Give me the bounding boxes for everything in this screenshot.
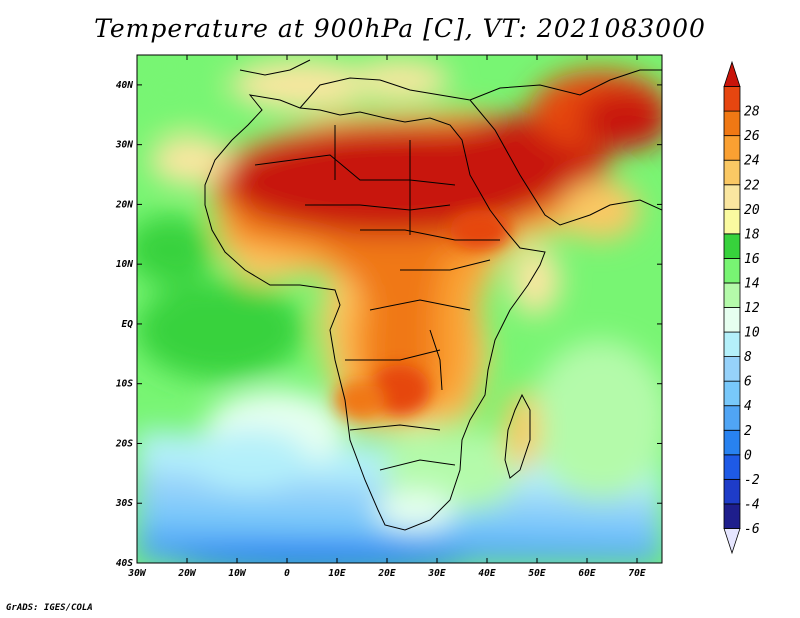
colorbar-swatch	[723, 110, 741, 137]
x-tick-label: 70E	[628, 568, 645, 579]
colorbar-swatch	[723, 184, 741, 210]
colorbar-label: 24	[744, 154, 760, 169]
colorbar-swatch	[723, 331, 741, 357]
y-tick-label: 30S	[115, 498, 133, 509]
colorbar-swatch	[723, 478, 741, 505]
temperature-field	[137, 55, 662, 563]
colorbar-label: 28	[744, 105, 760, 120]
colorbar-swatch	[723, 233, 741, 259]
colorbar-swatch	[723, 454, 741, 480]
y-tick-label: 20S	[115, 438, 133, 449]
colorbar-swatch	[723, 208, 741, 235]
colorbar-top-arrow	[723, 60, 741, 87]
colorbar-swatch	[723, 257, 741, 284]
x-tick-label: 30W	[127, 568, 146, 579]
x-tick-label: 20W	[177, 568, 196, 579]
y-tick-label: 30N	[115, 140, 133, 151]
colorbar-label: 14	[744, 276, 760, 291]
grads-credit: GrADS: IGES/COLA	[6, 603, 93, 613]
x-tick-label: 10E	[328, 568, 345, 579]
y-tick-label: EQ	[122, 319, 134, 330]
coastlines	[204, 59, 662, 531]
y-tick-label: 20N	[115, 199, 133, 210]
x-tick-label: 20E	[377, 568, 395, 579]
colorbar-label: 16	[744, 252, 760, 267]
colorbar-label: 20	[744, 203, 760, 218]
colorbar-bottom-arrow	[723, 528, 741, 555]
colorbar-label: 8	[744, 350, 752, 365]
colorbar-swatch	[723, 307, 741, 333]
colorbar-swatch	[723, 282, 741, 308]
x-tick-label: 30E	[427, 568, 445, 579]
colorbar-swatch	[723, 503, 741, 529]
colorbar-swatch	[723, 159, 741, 186]
colorbar-swatch	[723, 405, 741, 431]
colorbar-label: -2	[744, 473, 760, 488]
colorbar-swatch	[723, 135, 741, 161]
map-frame	[136, 54, 663, 564]
colorbar-label: -4	[744, 497, 760, 512]
y-tick-label: 10N	[116, 259, 133, 270]
x-tick-label: 40E	[478, 568, 495, 579]
colorbar-swatch	[723, 356, 741, 382]
x-tick-label: 50E	[528, 568, 545, 579]
x-tick-label: 0	[284, 568, 290, 579]
colorbar-swatch	[723, 380, 741, 407]
colorbar-label: -6	[744, 522, 760, 537]
colorbar-label: 10	[744, 326, 760, 341]
colorbar-label: 26	[744, 129, 760, 144]
y-tick-label: 40S	[116, 558, 133, 569]
x-tick-label: 60E	[578, 568, 595, 579]
x-tick-label: 10W	[228, 568, 246, 579]
colorbar-swatch	[723, 429, 741, 456]
colorbar-swatch	[723, 86, 741, 112]
colorbar-label: 2	[744, 424, 752, 439]
colorbar-label: 18	[744, 227, 760, 242]
colorbar-label: 0	[744, 448, 752, 463]
colorbar-label: 6	[744, 375, 752, 390]
y-tick-label: 10S	[116, 379, 133, 390]
colorbar-label: 4	[744, 399, 752, 414]
map-title: Temperature at 900hPa [C], VT: 202108300…	[94, 14, 706, 43]
y-tick-label: 40N	[116, 80, 133, 91]
colorbar-label: 22	[744, 178, 760, 193]
colorbar-label: 12	[744, 301, 760, 316]
